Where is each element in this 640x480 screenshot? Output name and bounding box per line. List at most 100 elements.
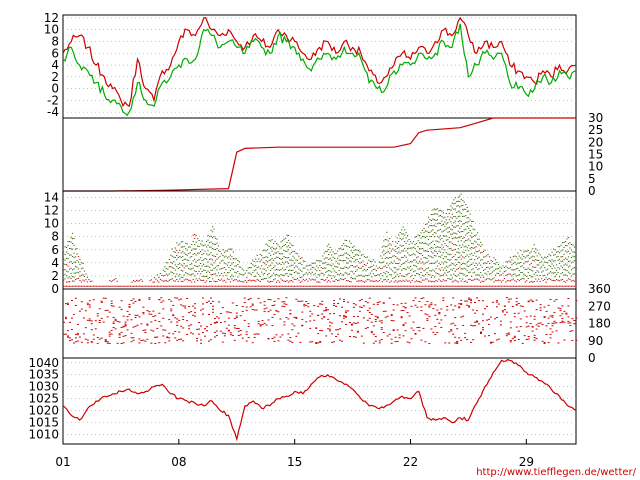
credit-link[interactable]: http://www.tiefflegen.de/wetter/ xyxy=(476,467,636,478)
wind-speed-point xyxy=(325,279,327,281)
wind-speed-point xyxy=(535,285,537,287)
wind-speed-point xyxy=(503,285,506,287)
wind-direction-point xyxy=(275,310,278,312)
wind-direction-point xyxy=(547,322,550,324)
wind-speed-point xyxy=(231,256,233,258)
wind-speed-point xyxy=(404,275,406,277)
wind-speed-point xyxy=(438,229,440,231)
wind-speed-point xyxy=(463,201,465,203)
wind-direction-point xyxy=(305,301,308,303)
wind-speed-point xyxy=(381,281,383,283)
wind-speed-point xyxy=(124,285,126,287)
wind-speed-point xyxy=(573,246,576,248)
wind-direction-point xyxy=(90,341,93,343)
wind-speed-point xyxy=(377,281,379,283)
wind-speed-point xyxy=(141,280,144,282)
wind-speed-point xyxy=(436,265,439,267)
wind-speed-point xyxy=(566,264,568,266)
wind-speed-point xyxy=(488,285,491,287)
wind-speed-point xyxy=(533,250,535,252)
wind-direction-point xyxy=(152,316,155,318)
wind-direction-point xyxy=(567,305,570,307)
wind-direction-point xyxy=(295,317,298,319)
wind-speed-point xyxy=(396,242,398,244)
wind-speed-point xyxy=(445,274,447,276)
wind-speed-point xyxy=(287,234,290,236)
wind-speed-point xyxy=(201,249,203,251)
wind-direction-point xyxy=(130,332,133,334)
wind-speed-point xyxy=(374,285,376,287)
wind-direction-point xyxy=(281,301,284,303)
y-tick-label: 2 xyxy=(51,269,59,283)
wind-speed-point xyxy=(368,259,370,261)
wind-speed-point xyxy=(555,251,558,253)
wind-direction-point xyxy=(140,323,143,325)
wind-speed-point xyxy=(457,200,459,202)
wind-speed-point xyxy=(372,264,374,266)
wind-direction-point xyxy=(124,324,127,326)
wind-direction-point xyxy=(313,305,316,307)
wind-speed-point xyxy=(168,285,170,287)
wind-speed-point xyxy=(189,274,191,276)
wind-speed-point xyxy=(70,267,72,269)
wind-direction-point xyxy=(217,317,220,319)
wind-direction-point xyxy=(158,321,161,323)
wind-speed-point xyxy=(195,285,197,287)
wind-speed-point xyxy=(450,216,452,218)
wind-speed-point xyxy=(386,231,388,233)
wind-speed-point xyxy=(222,254,224,256)
wind-speed-point xyxy=(554,254,556,256)
wind-speed-point xyxy=(262,285,264,287)
wind-speed-point xyxy=(456,217,458,219)
wind-speed-point xyxy=(63,251,65,253)
wind-direction-point xyxy=(497,338,500,340)
wind-direction-point xyxy=(366,302,369,304)
wind-speed-point xyxy=(430,236,433,238)
wind-speed-point xyxy=(529,281,531,283)
wind-speed-point xyxy=(165,285,167,287)
wind-speed-point xyxy=(465,249,467,251)
wind-speed-point xyxy=(326,285,328,287)
wind-speed-point xyxy=(338,270,340,272)
wind-speed-point xyxy=(278,281,281,283)
wind-direction-point xyxy=(213,322,216,324)
wind-speed-point xyxy=(259,281,261,283)
wind-direction-point xyxy=(539,307,542,309)
wind-speed-point xyxy=(316,259,318,261)
wind-direction-point xyxy=(126,316,129,318)
wind-direction-point xyxy=(118,333,121,335)
wind-speed-point xyxy=(252,285,254,287)
wind-direction-point xyxy=(454,342,457,344)
wind-speed-point xyxy=(460,220,462,222)
wind-speed-point xyxy=(405,268,407,270)
wind-speed-point xyxy=(208,271,211,273)
wind-speed-point xyxy=(289,247,291,249)
wind-speed-point xyxy=(424,223,427,225)
wind-speed-point xyxy=(500,281,503,283)
wind-direction-point xyxy=(100,337,103,339)
wind-speed-point xyxy=(292,250,294,252)
wind-speed-point xyxy=(451,269,453,271)
wind-speed-point xyxy=(459,220,461,222)
wind-direction-point xyxy=(495,301,498,303)
wind-speed-point xyxy=(345,252,348,254)
wind-speed-point xyxy=(505,265,507,267)
wind-speed-point xyxy=(564,269,567,271)
wind-speed-point xyxy=(535,272,537,274)
wind-speed-point xyxy=(289,242,291,244)
wind-speed-point xyxy=(402,256,404,258)
wind-speed-point xyxy=(345,280,348,282)
wind-speed-point xyxy=(244,279,246,281)
wind-speed-point xyxy=(508,260,510,262)
wind-speed-point xyxy=(433,232,436,234)
wind-speed-point xyxy=(162,280,164,282)
wind-speed-point xyxy=(526,250,528,252)
wind-speed-point xyxy=(491,266,494,268)
wind-speed-point xyxy=(384,278,386,280)
wind-direction-point xyxy=(213,336,216,338)
wind-speed-point xyxy=(429,243,431,245)
wind-speed-point xyxy=(74,279,77,281)
wind-speed-point xyxy=(302,274,304,276)
wind-speed-point xyxy=(305,278,307,280)
wind-speed-point xyxy=(404,268,406,270)
